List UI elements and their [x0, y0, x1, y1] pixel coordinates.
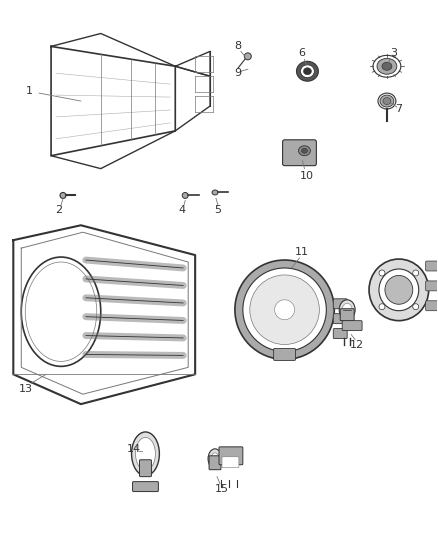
- Ellipse shape: [212, 190, 218, 195]
- FancyBboxPatch shape: [342, 321, 362, 330]
- Text: 4: 4: [179, 205, 186, 215]
- FancyBboxPatch shape: [219, 447, 243, 465]
- Ellipse shape: [235, 260, 334, 359]
- Ellipse shape: [301, 148, 307, 153]
- Ellipse shape: [25, 262, 97, 361]
- Text: 14: 14: [127, 444, 141, 454]
- Ellipse shape: [135, 438, 155, 470]
- Ellipse shape: [244, 53, 251, 60]
- Ellipse shape: [182, 192, 188, 198]
- Text: 13: 13: [19, 384, 33, 394]
- FancyBboxPatch shape: [333, 329, 347, 338]
- Text: 9: 9: [234, 68, 241, 78]
- Text: 12: 12: [350, 340, 364, 350]
- FancyBboxPatch shape: [133, 482, 159, 491]
- Ellipse shape: [298, 146, 311, 156]
- Text: 7: 7: [395, 104, 403, 114]
- Text: 8: 8: [234, 42, 241, 51]
- Text: 2: 2: [56, 205, 63, 215]
- Ellipse shape: [297, 61, 318, 81]
- Ellipse shape: [250, 275, 319, 344]
- Ellipse shape: [413, 270, 419, 276]
- FancyBboxPatch shape: [340, 309, 354, 321]
- Ellipse shape: [275, 300, 294, 320]
- Ellipse shape: [379, 269, 419, 311]
- Ellipse shape: [383, 98, 391, 104]
- Ellipse shape: [385, 276, 413, 304]
- Ellipse shape: [304, 68, 311, 75]
- Ellipse shape: [379, 270, 385, 276]
- Text: 15: 15: [215, 483, 229, 494]
- FancyBboxPatch shape: [426, 261, 438, 271]
- Ellipse shape: [339, 300, 355, 320]
- Ellipse shape: [369, 259, 429, 321]
- Ellipse shape: [208, 449, 222, 469]
- Ellipse shape: [379, 304, 385, 310]
- Text: 5: 5: [215, 205, 222, 215]
- Ellipse shape: [413, 304, 419, 310]
- FancyBboxPatch shape: [333, 299, 347, 309]
- FancyBboxPatch shape: [222, 457, 239, 468]
- FancyBboxPatch shape: [426, 301, 438, 311]
- FancyBboxPatch shape: [140, 460, 152, 477]
- Ellipse shape: [211, 453, 219, 465]
- FancyBboxPatch shape: [209, 456, 221, 470]
- Ellipse shape: [380, 95, 394, 107]
- Text: 11: 11: [294, 247, 308, 257]
- Ellipse shape: [382, 62, 392, 70]
- Ellipse shape: [131, 432, 159, 475]
- Text: 3: 3: [390, 49, 397, 58]
- Ellipse shape: [377, 58, 397, 74]
- Text: 6: 6: [298, 49, 305, 58]
- Ellipse shape: [342, 303, 352, 316]
- FancyBboxPatch shape: [426, 281, 438, 291]
- Text: 10: 10: [300, 171, 314, 181]
- Ellipse shape: [300, 65, 314, 78]
- FancyBboxPatch shape: [333, 314, 347, 324]
- FancyBboxPatch shape: [274, 349, 296, 360]
- Ellipse shape: [243, 268, 326, 351]
- Text: 1: 1: [26, 86, 33, 96]
- FancyBboxPatch shape: [283, 140, 316, 166]
- Ellipse shape: [60, 192, 66, 198]
